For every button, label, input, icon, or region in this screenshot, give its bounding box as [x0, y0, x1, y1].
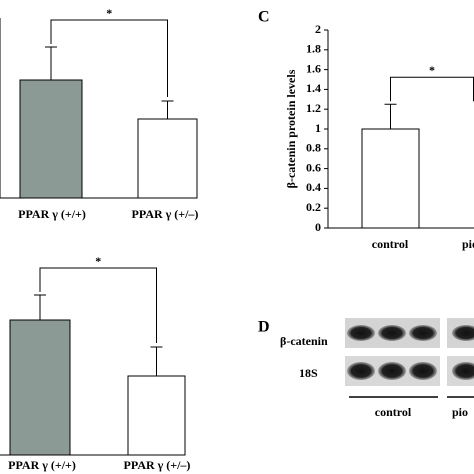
significance-bracket [39, 267, 157, 343]
panel-letter: D [258, 319, 270, 336]
bar [9, 319, 71, 456]
y-axis-label: β-catenin protein levels [284, 69, 298, 188]
y-tick-label: 0.8 [306, 141, 321, 155]
y-tick-label: 0.6 [306, 160, 321, 174]
x-tick-label: PPAR γ (+/+) [18, 207, 86, 221]
y-tick-label: 2 [315, 22, 321, 36]
y-tick-label: 0.2 [306, 200, 321, 214]
y-tick-label: 1.2 [306, 101, 321, 115]
x-tick-label: control [372, 237, 409, 251]
significance-mark: * [95, 254, 101, 268]
y-tick-label: 0 [315, 220, 321, 234]
bar [361, 128, 420, 229]
blot-bands [347, 325, 474, 380]
significance-bracket [390, 76, 474, 102]
blot-row-label: β-catenin [280, 334, 328, 348]
y-tick-label: 1.8 [306, 42, 321, 56]
panel-letter: C [258, 9, 270, 26]
significance-mark: * [429, 63, 435, 77]
bar [19, 79, 83, 199]
x-tick-label: PPAR γ (+/+) [8, 458, 76, 472]
y-tick-label: 1 [315, 121, 321, 135]
x-tick-label: PPAR γ (+/–) [132, 207, 199, 221]
y-tick-label: 1.6 [306, 61, 321, 75]
y-tick-label: 1.4 [306, 81, 321, 95]
x-tick-label: pio [462, 237, 474, 251]
x-tick-label: PPAR γ (+/–) [124, 458, 191, 472]
bar [127, 375, 186, 456]
bar [137, 118, 198, 199]
y-tick-label: 0.4 [306, 180, 321, 194]
group-label: control [375, 405, 412, 419]
significance-mark: * [106, 6, 112, 20]
blot-row-label: 18S [299, 366, 318, 380]
significance-bracket [50, 19, 168, 97]
group-label: pio [452, 405, 468, 419]
